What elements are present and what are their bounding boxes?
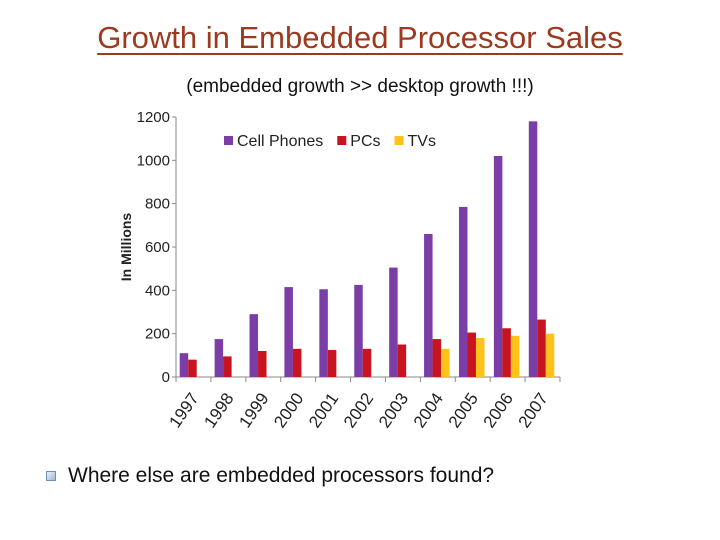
bar-cell-phones-2006 — [493, 156, 503, 377]
x-tick-label: 2003 — [375, 389, 412, 431]
bar-pcs-2006 — [502, 328, 511, 377]
bar-cell-phones-2004 — [424, 234, 433, 377]
square-bullet-icon — [46, 471, 56, 481]
bar-cell-phones-2001 — [319, 289, 328, 377]
y-tick-label: 600 — [145, 239, 170, 256]
bar-cell-phones-1999 — [249, 314, 259, 377]
x-tick-label: 2006 — [480, 389, 517, 431]
y-axis: 0 200 400 600 800 1000 1200 — [137, 109, 177, 386]
bar-tvs-2007 — [545, 333, 555, 377]
legend-swatch — [394, 136, 404, 145]
bar-pcs-2003 — [397, 344, 407, 377]
x-tick-label: 1997 — [165, 389, 202, 431]
bars — [179, 121, 555, 377]
bullet-text: Where else are embedded processors found… — [68, 464, 495, 487]
x-tick-label: 2005 — [445, 389, 482, 431]
legend-swatch — [337, 136, 347, 145]
bar-pcs-1999 — [258, 351, 267, 377]
y-tick-label: 200 — [145, 326, 170, 343]
y-tick-label: 0 — [162, 369, 170, 386]
x-tick-label: 1999 — [235, 389, 272, 431]
legend: Cell Phones PCs TVs — [224, 133, 436, 150]
x-tick-label: 2000 — [270, 389, 307, 431]
legend-swatch — [224, 136, 233, 145]
bar-cell-phones-2007 — [528, 121, 538, 377]
bar-pcs-2004 — [432, 339, 442, 377]
bar-tvs-2004 — [441, 348, 450, 377]
y-axis-label: In Millions — [118, 213, 134, 282]
bar-cell-phones-2005 — [458, 206, 468, 377]
bullet-item: Where else are embedded processors found… — [46, 464, 494, 488]
bar-cell-phones-2003 — [389, 267, 398, 377]
bar-cell-phones-2002 — [354, 284, 363, 377]
bar-tvs-2006 — [510, 335, 520, 377]
bar-pcs-1998 — [223, 356, 232, 377]
x-axis: 1997199819992000200120022003200420052006… — [165, 376, 561, 431]
legend-label: Cell Phones — [237, 133, 323, 150]
bar-pcs-1997 — [188, 359, 197, 377]
bar-pcs-2002 — [362, 348, 372, 377]
bar-cell-phones-2000 — [284, 287, 293, 377]
y-tick-label: 1200 — [137, 109, 170, 126]
bar-pcs-2000 — [292, 348, 302, 377]
bar-cell-phones-1997 — [179, 353, 189, 377]
bar-pcs-2005 — [467, 332, 476, 377]
y-tick-label: 800 — [145, 196, 170, 213]
bar-pcs-2007 — [537, 319, 546, 377]
x-tick-label: 2001 — [305, 389, 342, 431]
slide-subtitle: (embedded growth >> desktop growth !!!) — [186, 76, 534, 97]
bar-tvs-2005 — [475, 338, 485, 377]
slide-title: Growth in Embedded Processor Sales — [97, 20, 623, 55]
x-tick-label: 2002 — [340, 389, 377, 431]
legend-label: TVs — [408, 133, 436, 150]
y-tick-label: 1000 — [137, 152, 170, 169]
y-tick-label: 400 — [145, 282, 170, 299]
x-tick-label: 2004 — [410, 389, 447, 431]
bar-pcs-2001 — [327, 349, 337, 377]
x-tick-label: 2007 — [515, 389, 552, 431]
bar-cell-phones-1998 — [214, 339, 224, 377]
legend-label: PCs — [350, 133, 380, 150]
x-tick-label: 1998 — [200, 389, 237, 431]
